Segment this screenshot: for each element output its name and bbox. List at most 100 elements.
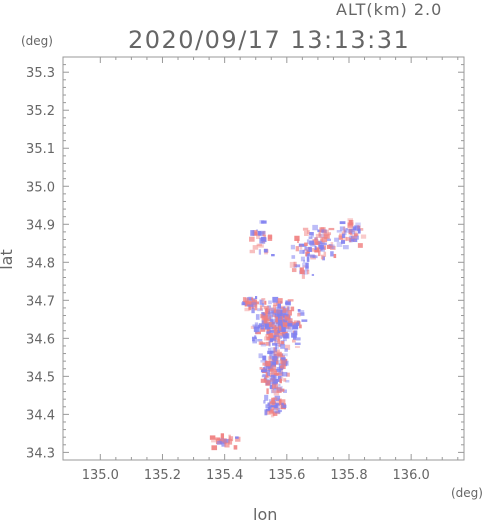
- data-cell: [274, 395, 281, 401]
- data-cell: [284, 361, 288, 365]
- data-cell: [286, 322, 293, 326]
- data-cell: [294, 345, 300, 349]
- y-tick-label: 34.7: [26, 294, 55, 309]
- data-cell: [275, 411, 281, 414]
- data-cell: [274, 320, 280, 327]
- data-cell: [275, 316, 278, 323]
- data-cell: [304, 242, 308, 247]
- x-tick-label: 135.0: [82, 468, 119, 483]
- data-cell: [291, 255, 296, 259]
- data-cell: [220, 438, 227, 443]
- chart-title-timestamp: 2020/09/17 13:13:31: [128, 26, 411, 54]
- data-cell: [242, 297, 247, 302]
- data-cell: [310, 254, 315, 258]
- data-cell: [302, 227, 309, 231]
- data-cell: [284, 315, 290, 321]
- data-cell: [272, 368, 277, 372]
- data-cell: [330, 242, 334, 247]
- x-tick-label: 135.4: [206, 468, 243, 483]
- data-cell: [284, 348, 288, 352]
- data-cell: [279, 378, 282, 384]
- data-cell: [269, 330, 275, 333]
- data-cell: [316, 241, 320, 246]
- data-cell: [263, 248, 268, 253]
- data-cell: [271, 406, 277, 409]
- data-cell: [275, 403, 281, 406]
- data-cell: [273, 365, 277, 371]
- data-cell: [268, 316, 272, 322]
- data-cell: [209, 435, 216, 440]
- data-cell: [263, 400, 266, 404]
- data-cell: [280, 305, 286, 309]
- data-cell: [274, 340, 277, 344]
- data-cell: [277, 338, 281, 345]
- data-cell: [215, 437, 221, 441]
- data-cell: [279, 388, 285, 392]
- data-cell: [285, 319, 291, 323]
- data-cell: [305, 262, 309, 269]
- data-cell: [271, 364, 276, 371]
- axis-ticks: 34.3 34.4 34.5 34.6 34.7 34.8 34.9 35.0 35.1 35.2…: [26, 56, 464, 483]
- data-cell: [276, 342, 282, 347]
- data-cell: [259, 305, 263, 311]
- data-cell: [251, 302, 257, 308]
- data-cell: [300, 312, 305, 316]
- plot-frame: [62, 56, 465, 461]
- data-cell: [269, 353, 276, 359]
- data-cell: [328, 227, 335, 231]
- data-cell: [268, 307, 274, 311]
- data-cell: [311, 273, 315, 276]
- data-cell: [277, 409, 283, 413]
- data-cell: [311, 248, 315, 252]
- data-cell: [277, 298, 283, 304]
- data-cell: [251, 306, 254, 310]
- data-cell: [271, 254, 275, 257]
- data-cell: [274, 405, 279, 409]
- data-cell: [317, 240, 323, 245]
- data-cell: [322, 232, 328, 239]
- data-cell: [340, 240, 346, 244]
- data-cell: [300, 269, 305, 275]
- data-cell: [342, 245, 349, 250]
- y-tick-label: 34.9: [26, 218, 55, 233]
- data-cell: [267, 312, 272, 317]
- data-cell: [260, 327, 266, 332]
- data-cell: [271, 321, 275, 325]
- x-tick-label: 135.8: [330, 468, 367, 483]
- x-axis-label: lon: [253, 505, 278, 524]
- data-cell: [319, 233, 325, 239]
- data-cell: [336, 230, 342, 233]
- data-cell: [296, 238, 300, 244]
- data-cell: [271, 319, 274, 325]
- data-cell: [241, 302, 246, 306]
- data-cell: [276, 356, 279, 359]
- data-cell: [281, 353, 288, 357]
- data-cell: [330, 251, 334, 257]
- data-cell: [254, 232, 258, 236]
- data-cell: [278, 326, 282, 331]
- data-cell: [274, 313, 280, 318]
- data-cell: [293, 324, 298, 329]
- data-cell: [272, 387, 278, 391]
- data-cell: [314, 247, 320, 253]
- data-cell: [333, 253, 337, 259]
- data-cell: [273, 315, 277, 318]
- data-cell: [347, 222, 354, 229]
- data-cell: [254, 304, 258, 311]
- data-cell: [264, 323, 271, 330]
- data-cell: [306, 250, 310, 254]
- data-cell: [271, 312, 274, 318]
- data-cell: [279, 404, 283, 410]
- data-cell: [347, 218, 354, 222]
- x-tick-label: 135.6: [268, 468, 305, 483]
- data-cell: [339, 233, 344, 237]
- data-cell: [357, 243, 363, 248]
- data-cell: [250, 325, 256, 329]
- data-cell: [303, 259, 306, 263]
- data-cell: [320, 254, 324, 260]
- data-cell: [261, 298, 266, 301]
- data-cell: [285, 360, 289, 366]
- data-cell: [355, 222, 361, 228]
- y-tick-label: 35.3: [26, 66, 55, 81]
- data-cell: [277, 303, 282, 309]
